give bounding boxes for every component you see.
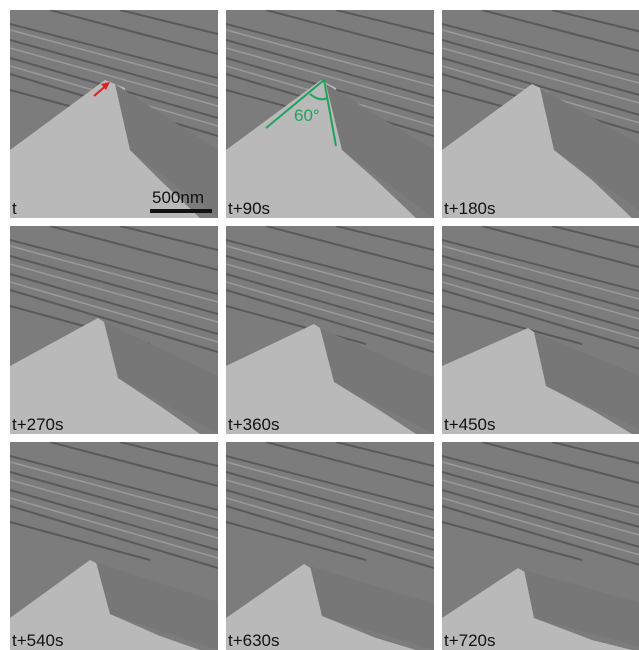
panel-1: 500nm t [10, 10, 218, 218]
panel-image [10, 226, 218, 434]
panel-image [442, 10, 639, 218]
panel-6: t+450s [442, 226, 639, 434]
panel-4: t+270s [10, 226, 218, 434]
panel-image [10, 10, 218, 218]
time-label: t+630s [228, 631, 280, 650]
panel-3: t+180s [442, 10, 639, 218]
panel-7: t+540s [10, 442, 218, 650]
time-label: t+90s [228, 199, 271, 218]
time-lapse-grid: 500nm t 60° t+90s [10, 10, 639, 650]
panel-image [226, 442, 434, 650]
time-label: t+720s [444, 631, 496, 650]
panel-5: t+360s [226, 226, 434, 434]
panel-image [10, 442, 218, 650]
time-label: t+180s [444, 199, 496, 218]
panel-2: 60° t+90s [226, 10, 434, 218]
time-label: t+270s [12, 415, 64, 434]
angle-lines-icon [265, 79, 337, 147]
time-label: t+540s [12, 631, 64, 650]
angle-label: 60° [294, 106, 320, 125]
panel-image [442, 226, 639, 434]
red-arrow-icon [93, 82, 110, 97]
time-label: t+450s [444, 415, 496, 434]
time-label: t+360s [228, 415, 280, 434]
panel-image [226, 10, 434, 218]
panel-image [226, 226, 434, 434]
panel-8: t+630s [226, 442, 434, 650]
scale-bar-label: 500nm [152, 188, 204, 207]
time-label: t [12, 199, 17, 218]
panel-image [442, 442, 639, 650]
scale-bar [150, 209, 212, 213]
panel-9: t+720s [442, 442, 639, 650]
